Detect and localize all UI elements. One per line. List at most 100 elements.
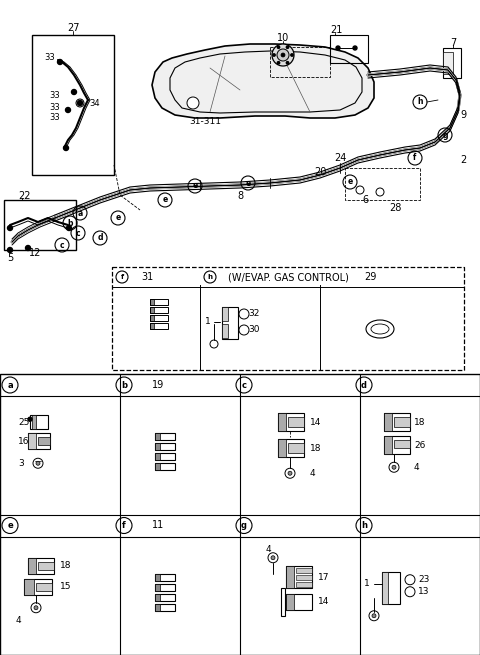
Text: 31: 31 (141, 272, 153, 282)
Bar (296, 582, 312, 587)
Text: 26: 26 (414, 441, 425, 450)
Bar (155, 574, 160, 581)
Text: e: e (7, 521, 13, 530)
Bar (0, 374, 480, 655)
Bar (155, 574, 175, 581)
Bar (286, 566, 294, 588)
Bar (443, 48, 461, 78)
Bar (155, 604, 160, 610)
Text: 22: 22 (18, 191, 31, 201)
Bar (32, 35, 114, 175)
Bar (296, 568, 312, 572)
Bar (112, 267, 464, 370)
Circle shape (372, 614, 376, 618)
Circle shape (392, 465, 396, 469)
Bar (155, 443, 175, 450)
Bar (382, 572, 400, 604)
Circle shape (65, 107, 71, 113)
Bar (38, 438, 50, 445)
Circle shape (277, 49, 289, 61)
Bar (222, 307, 238, 339)
Circle shape (291, 54, 293, 56)
Text: 6: 6 (362, 195, 368, 205)
Bar (384, 413, 410, 431)
Bar (28, 433, 50, 449)
Text: e: e (162, 195, 168, 204)
Circle shape (8, 248, 12, 252)
Bar (150, 299, 168, 305)
Text: 18: 18 (60, 561, 72, 571)
Circle shape (8, 225, 12, 231)
Text: 8: 8 (237, 191, 243, 201)
Bar (4, 200, 76, 250)
Text: e: e (348, 178, 353, 187)
Bar (155, 443, 160, 450)
Bar (443, 52, 453, 74)
Text: e: e (115, 214, 120, 223)
Bar (150, 299, 154, 305)
Text: h: h (417, 98, 423, 107)
Text: 17: 17 (318, 573, 329, 582)
Circle shape (286, 62, 288, 64)
Bar (384, 413, 392, 431)
Bar (150, 307, 154, 313)
Circle shape (36, 461, 40, 465)
Circle shape (72, 90, 76, 94)
Text: c: c (76, 229, 80, 238)
Text: 34: 34 (90, 98, 100, 107)
Bar (150, 323, 154, 329)
Text: 4: 4 (414, 462, 420, 472)
Text: 11: 11 (152, 521, 164, 531)
Text: c: c (60, 240, 64, 250)
Bar (36, 583, 52, 591)
Text: f: f (122, 521, 126, 530)
Bar (345, 168, 420, 200)
Bar (278, 413, 304, 431)
Circle shape (336, 46, 340, 50)
Bar (28, 558, 36, 574)
Bar (155, 593, 160, 601)
Circle shape (76, 99, 84, 107)
Circle shape (63, 145, 69, 151)
Text: 3: 3 (18, 458, 24, 468)
Circle shape (277, 62, 280, 64)
Bar (394, 417, 410, 427)
Text: f: f (120, 274, 123, 280)
Text: 4: 4 (310, 469, 316, 477)
Text: 1: 1 (364, 579, 370, 588)
Circle shape (34, 606, 38, 610)
Text: 33: 33 (49, 113, 60, 121)
Text: b: b (67, 219, 73, 227)
Bar (150, 315, 154, 321)
Text: 16: 16 (18, 437, 29, 446)
Circle shape (277, 46, 280, 48)
Bar (32, 415, 36, 429)
Text: a: a (7, 381, 13, 390)
Text: 19: 19 (152, 380, 164, 390)
Bar (155, 453, 175, 460)
Circle shape (77, 100, 83, 105)
Text: 33: 33 (45, 52, 55, 62)
Bar (330, 35, 368, 63)
Text: a: a (77, 208, 83, 217)
Text: 33: 33 (49, 103, 60, 113)
Bar (155, 604, 175, 610)
Circle shape (271, 555, 275, 560)
Text: 31-311: 31-311 (189, 117, 221, 126)
Circle shape (58, 60, 62, 64)
Circle shape (286, 46, 288, 48)
Text: 20: 20 (314, 167, 326, 177)
Text: 18: 18 (310, 443, 322, 453)
Text: 10: 10 (277, 33, 289, 43)
Bar (155, 463, 160, 470)
Text: f: f (413, 153, 417, 162)
Bar (286, 566, 312, 588)
Bar (155, 584, 175, 591)
Bar (155, 453, 160, 460)
Circle shape (187, 97, 199, 109)
Text: 1: 1 (205, 318, 211, 326)
Bar (28, 433, 36, 449)
Text: e: e (192, 181, 198, 191)
Circle shape (353, 46, 357, 50)
Bar (382, 572, 388, 604)
